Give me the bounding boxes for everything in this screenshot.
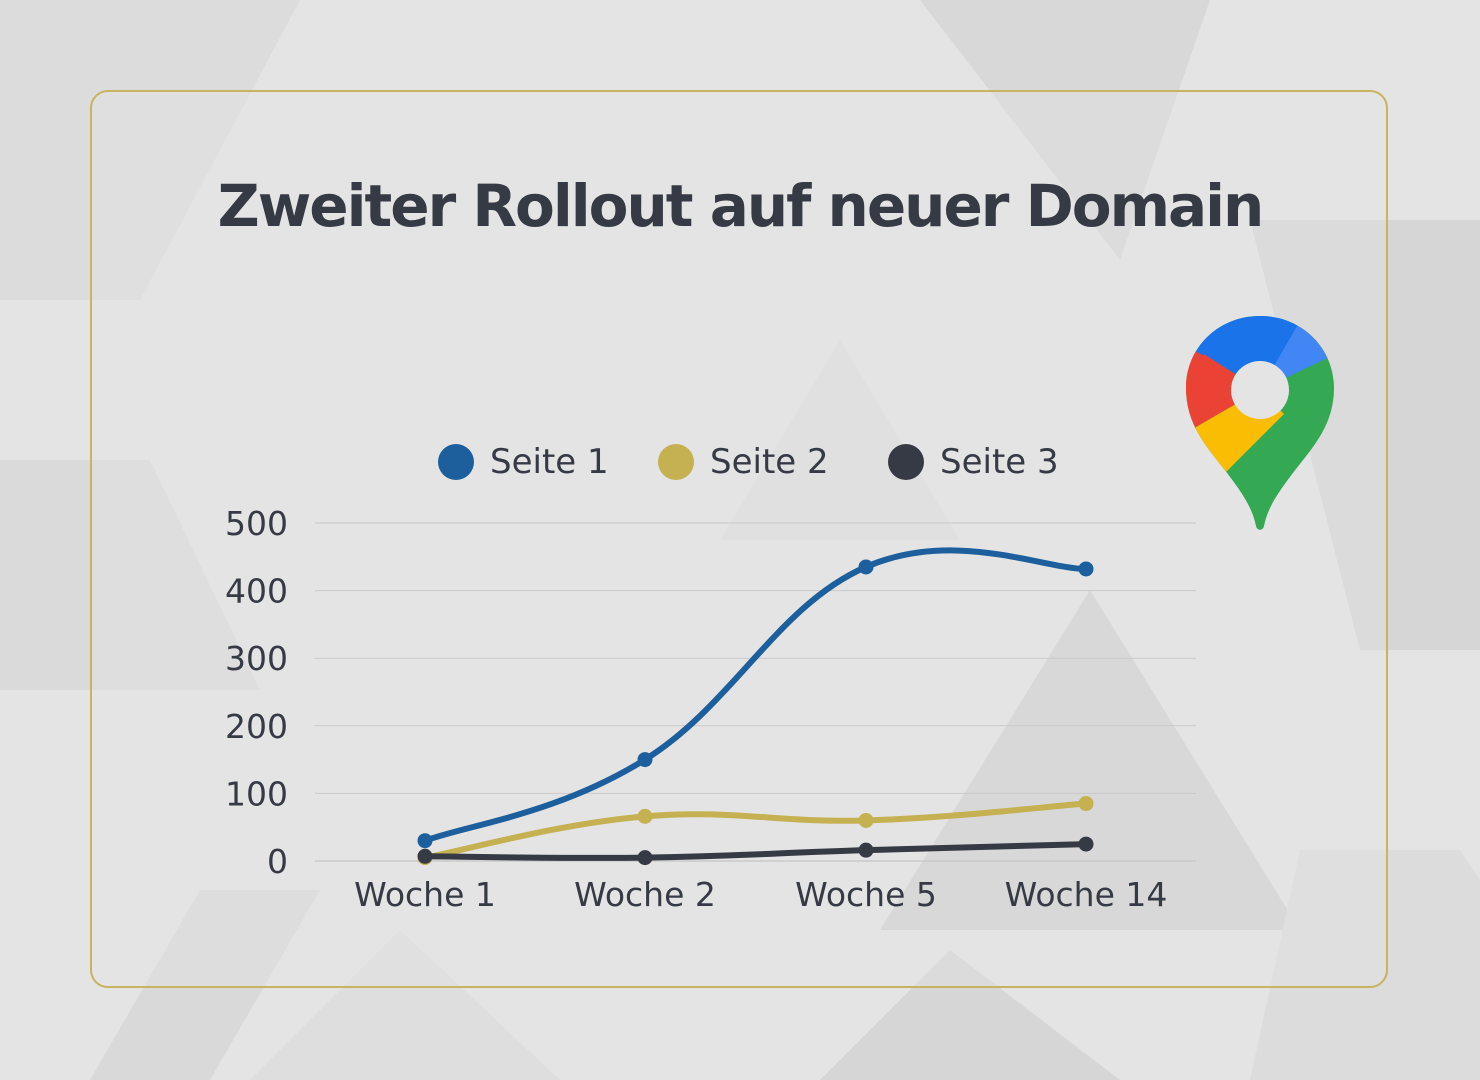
series-line-3 <box>422 841 1089 861</box>
y-tick-label-300: 300 <box>225 639 288 678</box>
data-point-s3-1 <box>417 848 433 864</box>
x-tick-label-1: Woche 1 <box>354 875 496 914</box>
legend-swatch-seite-1 <box>438 444 474 480</box>
y-tick-label-500: 500 <box>225 504 288 543</box>
y-tick-label-0: 0 <box>267 842 288 881</box>
legend-label-seite-2: Seite 2 <box>710 442 829 482</box>
x-tick-label-2: Woche 2 <box>574 875 716 914</box>
legend-swatch-seite-2 <box>658 444 694 480</box>
y-tick-label-400: 400 <box>225 572 288 611</box>
data-point-s2-4 <box>1078 796 1094 812</box>
legend-item-seite-3: Seite 3 <box>888 440 1059 484</box>
x-tick-label-3: Woche 5 <box>795 875 937 914</box>
y-tick-label-100: 100 <box>225 774 288 813</box>
legend-item-seite-2: Seite 2 <box>658 440 829 484</box>
legend-label-seite-3: Seite 3 <box>940 442 1059 482</box>
chart-card <box>90 90 1388 988</box>
data-point-s3-2 <box>637 850 653 866</box>
data-point-s1-1 <box>417 833 433 849</box>
data-point-s1-3 <box>858 559 874 575</box>
google-maps-pin-icon <box>1186 316 1334 530</box>
chart-legend: Seite 1 Seite 2 Seite 3 <box>0 440 1480 484</box>
data-point-s3-4 <box>1078 836 1094 852</box>
data-point-s2-2 <box>637 808 653 824</box>
x-tick-label-4: Woche 14 <box>1005 875 1168 914</box>
legend-item-seite-1: Seite 1 <box>438 440 609 484</box>
data-point-s1-2 <box>637 752 653 768</box>
series-line-1 <box>422 547 1089 844</box>
chart-title: Zweiter Rollout auf neuer Domain <box>217 172 1265 240</box>
legend-swatch-seite-3 <box>888 444 924 480</box>
legend-label-seite-1: Seite 1 <box>490 442 609 482</box>
y-tick-label-200: 200 <box>225 707 288 746</box>
data-point-s1-4 <box>1078 561 1094 577</box>
data-point-s3-3 <box>858 842 874 858</box>
data-point-s2-3 <box>858 812 874 828</box>
series-line-2 <box>422 800 1089 861</box>
